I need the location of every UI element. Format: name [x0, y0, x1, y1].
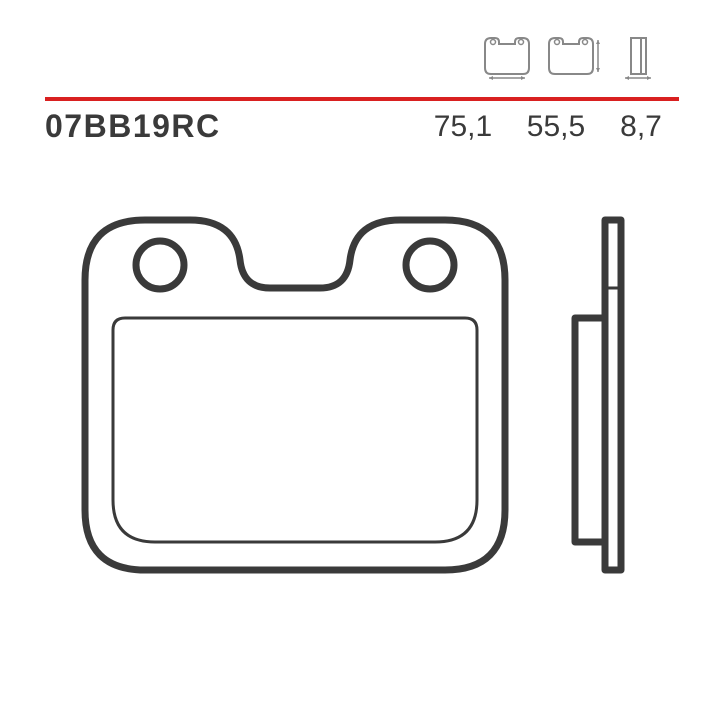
dim-thickness: 8,7 — [603, 110, 679, 144]
dim-width: 75,1 — [417, 110, 509, 144]
red-divider — [45, 88, 679, 92]
brake-pad-diagram — [75, 200, 635, 620]
width-icon — [477, 30, 537, 80]
front-view — [85, 220, 505, 570]
dimension-values: 75,1 55,5 8,7 — [417, 110, 679, 144]
thickness-icon — [609, 30, 669, 80]
dimension-icons-row — [477, 30, 669, 80]
part-number: 07BB19RC — [45, 108, 417, 145]
spec-row: 07BB19RC 75,1 55,5 8,7 — [45, 108, 679, 145]
side-view — [575, 220, 621, 570]
dim-height: 55,5 — [509, 110, 603, 144]
height-icon — [543, 30, 603, 80]
